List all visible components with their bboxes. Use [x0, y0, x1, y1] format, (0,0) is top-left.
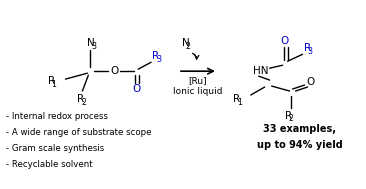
Text: - Internal redox process: - Internal redox process	[6, 112, 108, 121]
Text: O: O	[306, 77, 315, 87]
Text: O: O	[132, 84, 140, 94]
Text: R: R	[303, 43, 311, 53]
Text: HN: HN	[253, 66, 268, 76]
Text: 3: 3	[91, 42, 96, 51]
Text: R: R	[48, 76, 55, 86]
Text: O: O	[280, 36, 289, 46]
Text: Ionic liquid: Ionic liquid	[173, 87, 223, 95]
Text: R: R	[285, 111, 292, 121]
Text: N: N	[182, 38, 190, 48]
Text: - Gram scale synthesis: - Gram scale synthesis	[6, 144, 104, 153]
Text: R: R	[77, 94, 85, 104]
Text: 2: 2	[288, 114, 294, 123]
Text: 2: 2	[186, 42, 191, 51]
Text: [Ru]: [Ru]	[188, 77, 207, 86]
Text: up to 94% yield: up to 94% yield	[257, 140, 343, 150]
Text: O: O	[110, 66, 118, 76]
FancyArrowPatch shape	[193, 53, 199, 59]
Text: R: R	[152, 51, 159, 61]
Text: 1: 1	[51, 80, 56, 89]
Text: R: R	[233, 94, 240, 104]
Text: 3: 3	[156, 55, 161, 64]
Text: 1: 1	[237, 98, 242, 107]
Text: - Recyclable solvent: - Recyclable solvent	[6, 160, 92, 169]
Text: 33 examples,: 33 examples,	[263, 124, 336, 134]
Text: 3: 3	[307, 47, 313, 56]
Text: - A wide range of substrate scope: - A wide range of substrate scope	[6, 128, 151, 137]
Text: N: N	[87, 38, 95, 48]
Text: 2: 2	[81, 98, 86, 107]
